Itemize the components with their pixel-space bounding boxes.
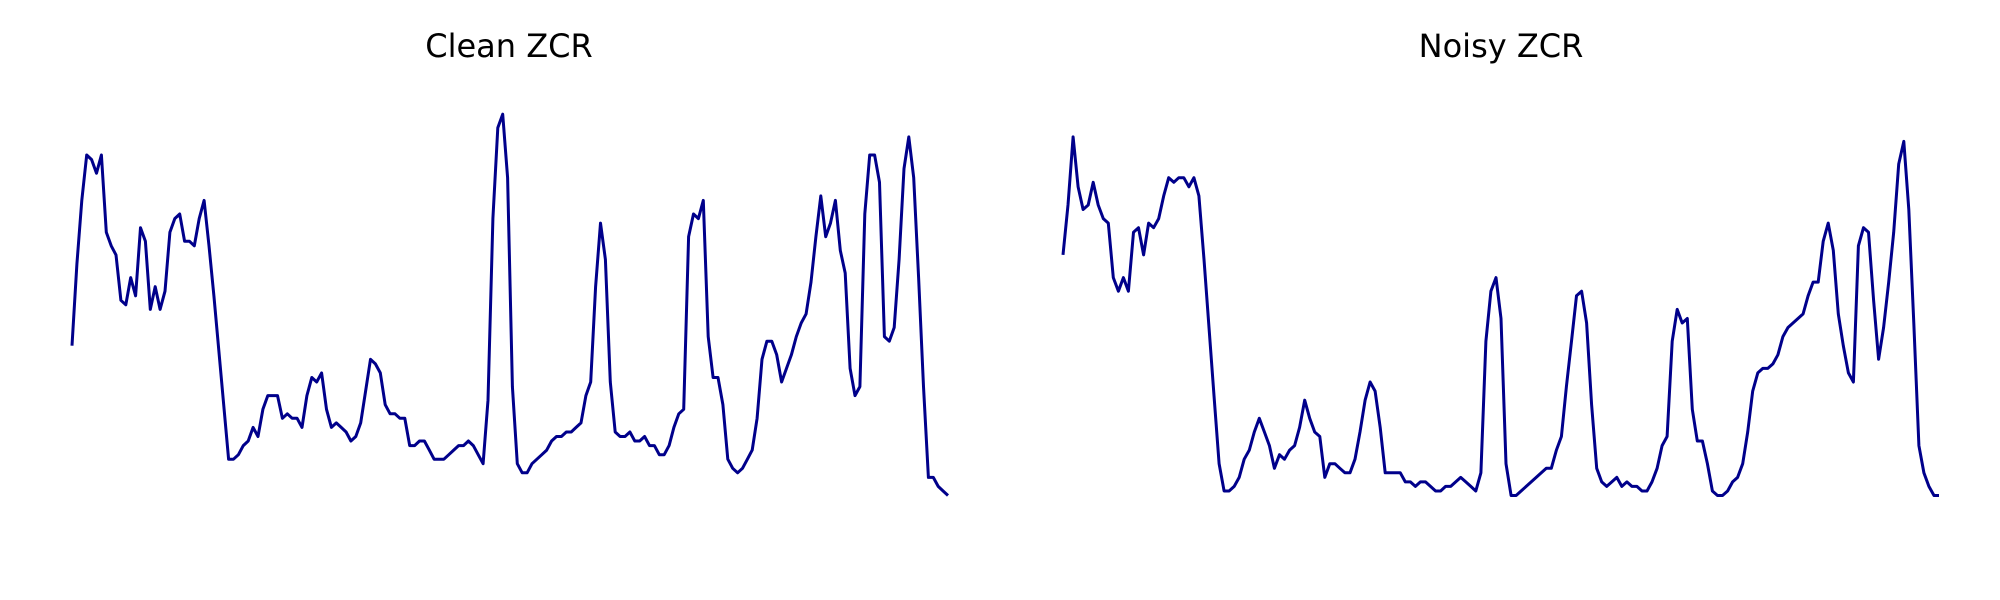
clean-zcr-series-line — [70, 112, 950, 497]
clean-zcr-title: Clean ZCR — [425, 27, 592, 65]
clean-zcr-panel: Clean ZCR — [70, 27, 950, 497]
noisy-zcr-title: Noisy ZCR — [1419, 27, 1584, 65]
noisy-zcr-series-line — [1061, 135, 1939, 497]
noisy-zcr-panel: Noisy ZCR — [1061, 27, 1939, 497]
